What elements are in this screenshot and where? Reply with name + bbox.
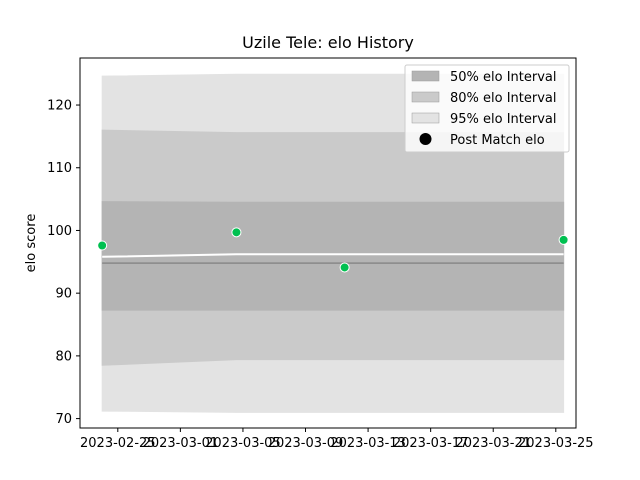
y-tick-label: 110 — [47, 161, 72, 176]
legend-label: Post Match elo — [450, 133, 545, 148]
y-axis: 70 80 90 100 110 120 — [47, 99, 80, 427]
y-tick-label: 80 — [55, 349, 72, 364]
legend-swatch-50-elo-interval — [411, 70, 440, 82]
y-tick-label: 120 — [47, 99, 72, 114]
x-tick-label: 2023-03-01 — [143, 436, 219, 451]
post-match-points — [97, 227, 569, 273]
post-match-point — [231, 227, 242, 238]
y-tick-label: 70 — [55, 412, 72, 427]
legend-box — [404, 64, 570, 153]
x-tick-label: 2023-03-21 — [455, 436, 531, 451]
band-50-elo-interval — [101, 201, 565, 311]
legend-swatch-80-elo-interval — [411, 91, 440, 103]
x-tick-label: 2023-03-09 — [268, 436, 344, 451]
post-match-point — [97, 240, 108, 251]
legend-swatch-95-elo-interval — [411, 112, 440, 124]
interval-bands — [101, 73, 565, 413]
y-axis-label: elo score — [24, 214, 39, 273]
x-tick-label: 2023-03-25 — [518, 436, 594, 451]
plot-area-frame — [79, 57, 577, 429]
x-axis: 2023-02-252023-03-012023-03-052023-03-09… — [80, 428, 594, 451]
post-match-point — [339, 262, 350, 273]
mean-elo-line — [102, 253, 564, 258]
y-tick-label: 90 — [55, 287, 72, 302]
y-tick-label: 100 — [47, 224, 72, 239]
x-tick-label: 2023-02-25 — [80, 436, 156, 451]
elo-lines — [102, 253, 564, 264]
legend: 50% elo Interval 80% elo Interval 95% elo … — [404, 64, 570, 153]
chart-title: Uzile Tele: elo History — [242, 33, 414, 52]
legend-label: 80% elo Interval — [450, 91, 557, 106]
legend-label: 50% elo Interval — [450, 70, 557, 85]
x-tick-label: 2023-03-13 — [330, 436, 406, 451]
post-match-point — [558, 234, 569, 245]
legend-label: 95% elo Interval — [450, 112, 557, 127]
legend-marker-post-match-elo — [419, 133, 432, 145]
x-tick-label: 2023-03-17 — [393, 436, 469, 451]
x-tick-label: 2023-03-05 — [205, 436, 281, 451]
